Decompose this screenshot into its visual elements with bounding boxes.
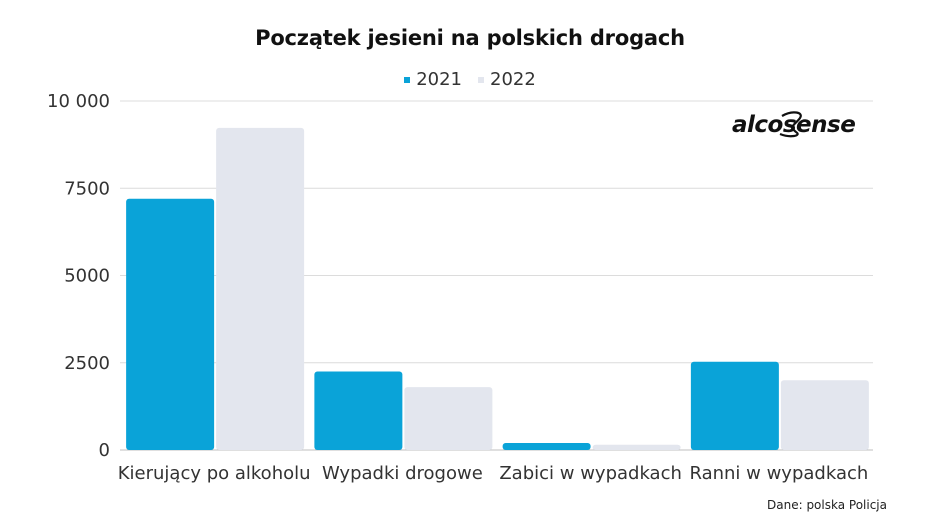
bar-2021-4 <box>690 361 779 450</box>
x-category-label: Ranni w wypadkach <box>689 463 868 484</box>
y-tick-label: 2500 <box>64 353 110 374</box>
legend-swatch-2021 <box>404 76 411 83</box>
legend-label-2022: 2022 <box>490 69 536 90</box>
bar-2021-3 <box>502 443 591 450</box>
legend-item-2022: 2022 <box>478 69 536 90</box>
x-category-label: Wypadki drogowe <box>322 463 483 484</box>
y-tick-label: 7500 <box>64 178 110 199</box>
x-category-label: Zabici w wypadkach <box>499 463 682 484</box>
y-tick-label: 10 000 <box>47 91 110 112</box>
brand-logo: alcosense <box>730 108 870 146</box>
bar-2021-2 <box>314 371 403 450</box>
chart-legend: 2021 2022 <box>0 69 940 90</box>
legend-item-2021: 2021 <box>404 69 462 90</box>
legend-swatch-2022 <box>478 76 484 83</box>
alcosense-logo-icon: alcosense <box>732 111 856 138</box>
x-category-label: Kierujący po alkoholu <box>118 463 311 484</box>
source-note: Dane: polska Policja <box>767 498 887 512</box>
bar-2021-1 <box>126 198 215 450</box>
bar-2022-4 <box>780 380 869 450</box>
bar-2022-3 <box>592 444 681 450</box>
bar-2022-1 <box>216 127 305 451</box>
chart-title: Początek jesieni na polskich drogach <box>255 26 685 50</box>
bar-2022-2 <box>404 387 493 450</box>
y-tick-label: 0 <box>99 440 110 461</box>
y-tick-label: 5000 <box>64 266 110 287</box>
legend-label-2021: 2021 <box>416 69 462 90</box>
